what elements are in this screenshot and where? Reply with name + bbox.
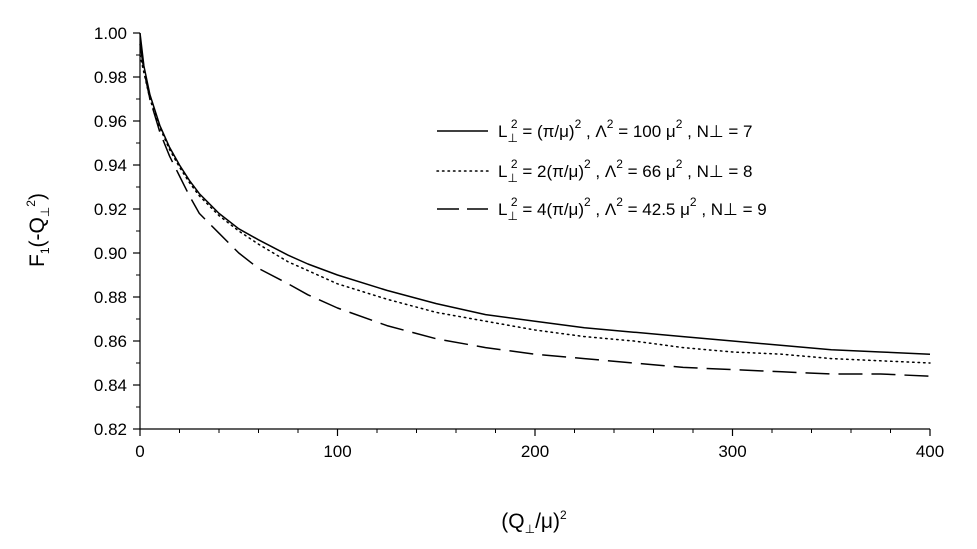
y-tick-label: 0.84 [94, 376, 127, 395]
x-tick-label: 0 [135, 442, 144, 461]
y-tick-label: 1.00 [94, 24, 127, 43]
y-tick-label: 0.88 [94, 288, 127, 307]
ticks: 0 100 200 300 400 0.82 0.84 0.86 0.88 0.90 0.92 0.9… [94, 24, 944, 461]
legend-label-2: L⊥2 = 2(π/μ)2 , Λ2 = 66 μ2 , N⊥ = 8 [498, 157, 753, 185]
series-line-1 [139, 32, 931, 355]
x-tick-label: 100 [323, 442, 351, 461]
x-tick-label: 400 [916, 442, 944, 461]
legend: L⊥2 = (π/μ)2 , Λ2 = 100 μ2 , N⊥ = 7 L⊥2 =… [436, 117, 767, 223]
y-tick-label: 0.86 [94, 332, 127, 351]
y-tick-label: 0.90 [94, 244, 127, 263]
x-axis-label: (Q⊥/μ)2 [501, 508, 567, 536]
y-tick-label: 0.92 [94, 200, 127, 219]
legend-label-3: L⊥2 = 4(π/μ)2 , Λ2 = 42.5 μ2 , N⊥ = 9 [498, 195, 767, 223]
y-tick-label: 0.96 [94, 112, 127, 131]
y-tick-label: 0.94 [94, 156, 127, 175]
y-axis-label: F1(-Q⊥2) [24, 193, 52, 267]
series-lines [139, 32, 931, 377]
x-tick-label: 300 [718, 442, 746, 461]
axes [139, 33, 930, 430]
legend-label-1: L⊥2 = (π/μ)2 , Λ2 = 100 μ2 , N⊥ = 7 [498, 117, 753, 145]
series-line-2 [139, 54, 931, 364]
series-line-3 [139, 43, 931, 377]
y-tick-label: 0.98 [94, 68, 127, 87]
y-tick-label: 0.82 [94, 420, 127, 439]
x-tick-label: 200 [521, 442, 549, 461]
